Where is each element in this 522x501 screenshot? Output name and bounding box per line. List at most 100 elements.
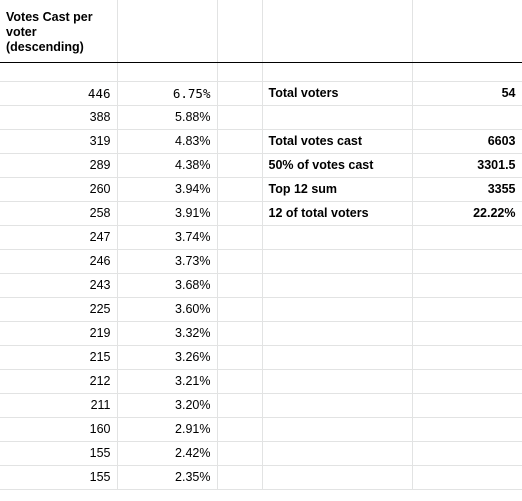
vote-percent-cell[interactable]: 3.21% — [117, 369, 218, 394]
stat-label-cell[interactable] — [262, 465, 413, 490]
vote-count-cell[interactable]: 260 — [0, 177, 118, 202]
stat-value-cell[interactable] — [412, 297, 522, 322]
cell[interactable] — [217, 153, 263, 178]
cell[interactable] — [217, 465, 263, 490]
vote-percent-cell[interactable]: 2.35% — [117, 465, 218, 490]
header-divider — [0, 62, 522, 63]
vote-percent-cell[interactable]: 4.38% — [117, 153, 218, 178]
vote-count-cell[interactable]: 155 — [0, 465, 118, 490]
vote-count-cell[interactable]: 247 — [0, 225, 118, 250]
stat-label-cell[interactable] — [262, 441, 413, 466]
stat-value-cell[interactable]: 6603 — [412, 129, 522, 154]
stat-label-cell[interactable] — [262, 249, 413, 274]
vote-percent-cell[interactable]: 3.68% — [117, 273, 218, 298]
stat-value-cell[interactable] — [412, 345, 522, 370]
cell[interactable] — [217, 201, 263, 226]
cell[interactable] — [217, 345, 263, 370]
vote-count-cell[interactable]: 388 — [0, 105, 118, 130]
vote-count-cell[interactable]: 212 — [0, 369, 118, 394]
stat-label-cell[interactable]: Total votes cast — [262, 129, 413, 154]
cell[interactable] — [412, 0, 522, 62]
stat-label-cell[interactable]: 50% of votes cast — [262, 153, 413, 178]
stat-label-cell[interactable] — [262, 297, 413, 322]
vote-percent-cell[interactable]: 4.83% — [117, 129, 218, 154]
vote-count-cell[interactable]: 211 — [0, 393, 118, 418]
stat-value-cell[interactable] — [412, 465, 522, 490]
vote-percent-cell[interactable]: 2.91% — [117, 417, 218, 442]
stat-value-cell[interactable] — [412, 417, 522, 442]
stat-value-cell[interactable] — [412, 105, 522, 130]
table-row: 260 3.94% Top 12 sum 3355 — [0, 177, 522, 202]
cell[interactable] — [217, 393, 263, 418]
stat-label-cell[interactable]: Total voters — [262, 81, 413, 106]
stat-value-cell[interactable] — [412, 393, 522, 418]
spacer-row — [0, 63, 522, 82]
cell[interactable] — [217, 321, 263, 346]
vote-percent-cell[interactable]: 3.74% — [117, 225, 218, 250]
stat-label-cell[interactable] — [262, 393, 413, 418]
stat-label-cell[interactable] — [262, 321, 413, 346]
cell[interactable] — [217, 81, 263, 106]
vote-count-cell[interactable]: 243 — [0, 273, 118, 298]
stat-value-cell[interactable] — [412, 249, 522, 274]
vote-percent-cell[interactable]: 6.75% — [117, 81, 218, 106]
cell[interactable] — [412, 63, 522, 82]
stat-value-cell[interactable]: 3355 — [412, 177, 522, 202]
stat-value-cell[interactable]: 3301.5 — [412, 153, 522, 178]
vote-percent-cell[interactable]: 3.60% — [117, 297, 218, 322]
vote-percent-cell[interactable]: 3.32% — [117, 321, 218, 346]
vote-count-cell[interactable]: 215 — [0, 345, 118, 370]
vote-count-cell[interactable]: 225 — [0, 297, 118, 322]
table-row: 155 2.42% — [0, 441, 522, 466]
stat-value-cell[interactable] — [412, 225, 522, 250]
stat-label-cell[interactable] — [262, 273, 413, 298]
vote-percent-cell[interactable]: 3.94% — [117, 177, 218, 202]
stat-label-cell[interactable] — [262, 345, 413, 370]
cell[interactable] — [217, 177, 263, 202]
vote-count-cell[interactable]: 246 — [0, 249, 118, 274]
column-header-votes-cast[interactable]: Votes Cast per voter (descending) — [0, 0, 118, 62]
cell[interactable] — [217, 63, 263, 82]
vote-percent-cell[interactable]: 2.42% — [117, 441, 218, 466]
vote-percent-cell[interactable]: 3.20% — [117, 393, 218, 418]
cell[interactable] — [217, 369, 263, 394]
cell[interactable] — [217, 297, 263, 322]
stat-label-cell[interactable] — [262, 105, 413, 130]
vote-count-cell[interactable]: 160 — [0, 417, 118, 442]
vote-percent-cell[interactable]: 3.26% — [117, 345, 218, 370]
stat-value-cell[interactable] — [412, 441, 522, 466]
stat-label-cell[interactable] — [262, 369, 413, 394]
stat-value-cell[interactable]: 22.22% — [412, 201, 522, 226]
cell[interactable] — [217, 105, 263, 130]
vote-count-cell[interactable]: 155 — [0, 441, 118, 466]
cell[interactable] — [117, 63, 218, 82]
cell[interactable] — [217, 417, 263, 442]
cell[interactable] — [262, 63, 413, 82]
stat-value-cell[interactable]: 54 — [412, 81, 522, 106]
vote-count-cell[interactable]: 319 — [0, 129, 118, 154]
cell[interactable] — [0, 63, 118, 82]
stat-label-cell[interactable]: Top 12 sum — [262, 177, 413, 202]
vote-count-cell[interactable]: 289 — [0, 153, 118, 178]
vote-count-cell[interactable]: 219 — [0, 321, 118, 346]
cell[interactable] — [217, 225, 263, 250]
stat-label-cell[interactable] — [262, 225, 413, 250]
cell[interactable] — [217, 0, 263, 62]
cell[interactable] — [217, 249, 263, 274]
cell[interactable] — [117, 0, 218, 62]
stat-value-cell[interactable] — [412, 273, 522, 298]
vote-count-cell[interactable]: 258 — [0, 201, 118, 226]
vote-percent-cell[interactable]: 5.88% — [117, 105, 218, 130]
stat-label-cell[interactable] — [262, 417, 413, 442]
cell[interactable] — [217, 273, 263, 298]
cell[interactable] — [217, 441, 263, 466]
stat-value-cell[interactable] — [412, 321, 522, 346]
cell[interactable] — [217, 129, 263, 154]
stat-value-cell[interactable] — [412, 369, 522, 394]
vote-percent-cell[interactable]: 3.73% — [117, 249, 218, 274]
cell[interactable] — [262, 0, 413, 62]
vote-count-cell[interactable]: 446 — [0, 81, 118, 106]
stat-label-cell[interactable]: 12 of total voters — [262, 201, 413, 226]
vote-percent-cell[interactable]: 3.91% — [117, 201, 218, 226]
